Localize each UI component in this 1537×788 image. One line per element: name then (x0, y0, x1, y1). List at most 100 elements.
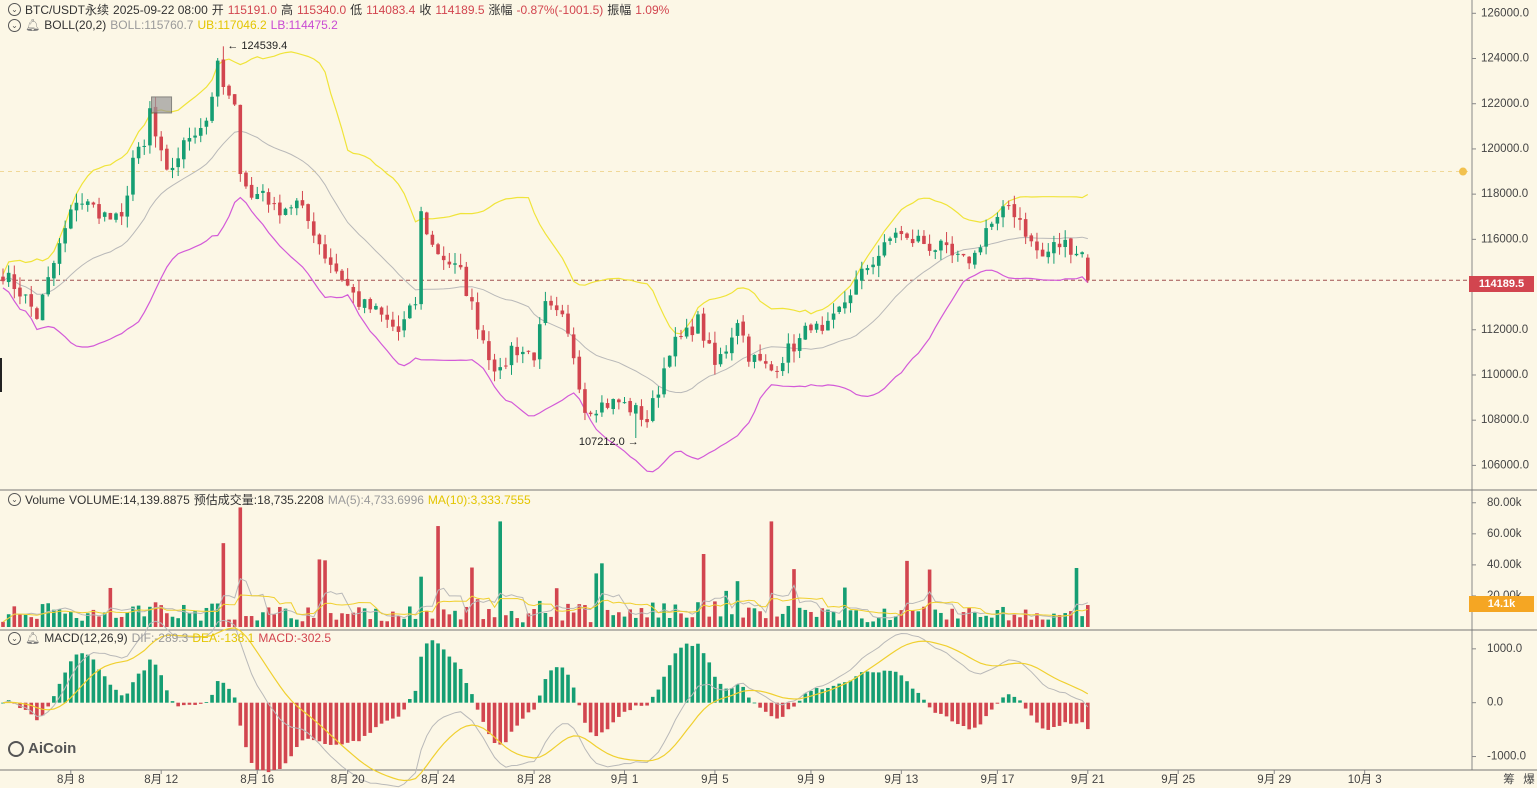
macd-bar (780, 702, 785, 717)
volume-bar (221, 543, 226, 627)
macd-bar (498, 702, 502, 745)
boll-ub-value: UB:117046.2 (197, 18, 267, 32)
candle (227, 84, 231, 100)
macd-bar (261, 702, 265, 771)
candle (854, 270, 858, 295)
macd-dif: DIF:-289.3 (131, 631, 189, 645)
macd-bar (1001, 697, 1005, 703)
candle-body (430, 234, 435, 245)
candle (272, 196, 276, 211)
collapse-chevron-icon[interactable]: ⌄ (8, 493, 21, 506)
macd-bar (317, 702, 322, 742)
date-tick-label: 9月 1 (611, 774, 639, 786)
volume-bar (114, 617, 118, 627)
candle-body (769, 364, 774, 371)
candle (973, 250, 977, 269)
volume-bar (148, 606, 152, 627)
candle-body (1052, 242, 1056, 254)
macd-bar (351, 702, 356, 741)
candle (594, 409, 599, 423)
macd-bar (831, 685, 836, 703)
candle (215, 58, 220, 107)
volume-bar (560, 620, 565, 627)
volume-ma10: MA(10):3,333.7555 (427, 492, 531, 507)
candle-body (481, 330, 486, 341)
macd-bar (114, 689, 118, 703)
candle (1080, 251, 1084, 258)
volume-name[interactable]: Volume (25, 492, 66, 507)
boll-name[interactable]: BOLL(20,2) (44, 18, 107, 32)
price-header: ⌄ BTC/USDT永续 2025-09-22 08:00 开 115191.0… (8, 1, 669, 18)
candle-body (803, 325, 808, 340)
candle-body (419, 211, 423, 305)
macd-bar (487, 702, 491, 735)
macd-bar (532, 702, 536, 710)
candle (521, 346, 525, 364)
candle-body (57, 243, 62, 264)
macd-bar (939, 702, 943, 714)
candle (888, 236, 892, 245)
macd-bar (860, 672, 864, 703)
volume-bar (831, 611, 836, 627)
macd-bar (656, 689, 661, 703)
macd-bar (950, 702, 954, 722)
volume-ma5-line (2, 578, 1088, 623)
candle (707, 332, 712, 344)
volume-bar (165, 613, 169, 627)
macd-bar (922, 699, 926, 703)
candle-body (102, 212, 107, 217)
volume-bar (182, 604, 186, 627)
macd-bar (272, 702, 276, 770)
candle (639, 399, 644, 427)
candle-body (820, 324, 825, 331)
volume-bar (1029, 619, 1034, 627)
volume-bar (385, 621, 389, 627)
volume-bar (554, 588, 559, 627)
symbol-name[interactable]: BTC/USDT永续 (25, 3, 110, 17)
candle (537, 317, 542, 369)
candle (1074, 245, 1079, 257)
candle (176, 147, 180, 176)
candle (820, 316, 825, 335)
collapse-chevron-icon[interactable]: ⌄ (8, 3, 21, 16)
candle-body (295, 200, 299, 209)
candle (526, 350, 531, 355)
macd-bar (820, 689, 825, 703)
candle (1040, 242, 1045, 257)
macd-bar (645, 702, 649, 706)
candle-body (362, 299, 367, 308)
volume-bar (532, 609, 536, 627)
collapse-chevron-icon[interactable]: ⌄ (8, 18, 21, 32)
macd-name[interactable]: MACD(12,26,9) (44, 631, 128, 645)
candle-body (1046, 251, 1051, 258)
date-tick-label: 8月 20 (331, 774, 365, 786)
candle (509, 342, 514, 375)
candle (684, 318, 689, 339)
candle (295, 198, 299, 216)
volume-bar (374, 608, 378, 627)
volume-bar (80, 620, 84, 627)
volume-bar (673, 604, 678, 627)
volume-bar (509, 610, 514, 627)
volume-bar (1046, 619, 1051, 627)
candle-body (763, 361, 768, 364)
macd-bar (204, 702, 209, 703)
bell-icon[interactable]: 🔔︎ (25, 18, 41, 32)
aicoin-logo-icon (8, 740, 24, 757)
volume-bar (464, 606, 469, 627)
collapse-chevron-icon[interactable]: ⌄ (8, 631, 21, 645)
volume-bar (238, 507, 243, 627)
candle-body (447, 261, 452, 265)
candle (650, 390, 655, 423)
volume-bar (820, 608, 825, 627)
volume-bar (153, 602, 158, 627)
volume-bar (944, 619, 949, 627)
volume-bar (910, 610, 915, 627)
macd-bar (244, 702, 248, 748)
bell-icon[interactable]: 🔔︎ (25, 631, 41, 645)
volume-tick-label: 40.00k (1487, 559, 1522, 571)
volume-bar (989, 617, 994, 627)
macd-bar (52, 696, 56, 703)
macd-bar (809, 690, 813, 703)
